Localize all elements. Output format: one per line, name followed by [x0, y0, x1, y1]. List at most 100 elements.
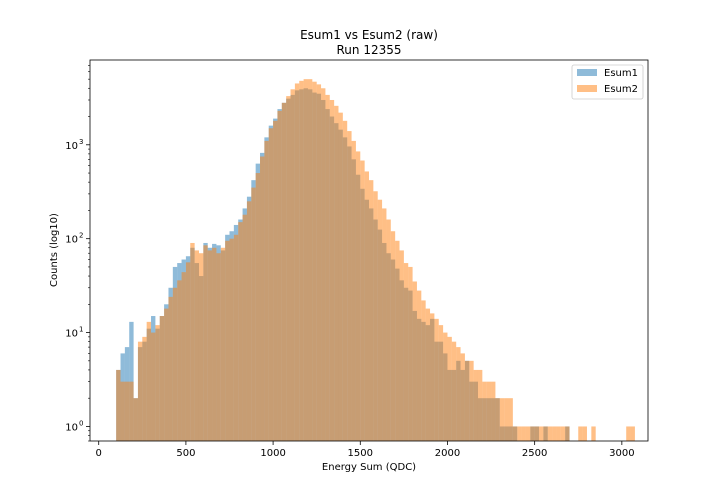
- bar: [185, 262, 191, 441]
- bar: [207, 250, 213, 441]
- bar: [347, 131, 352, 441]
- bar: [329, 99, 335, 442]
- bar: [216, 253, 221, 441]
- bar: [307, 79, 313, 441]
- bar: [172, 287, 178, 441]
- bar: [225, 240, 230, 441]
- bar: [473, 369, 478, 441]
- series-esum2: [116, 79, 635, 442]
- y-axis-label: Counts (log10): [49, 213, 60, 287]
- bar: [325, 94, 330, 441]
- bar: [260, 156, 265, 441]
- bar: [504, 398, 509, 441]
- bar: [299, 80, 304, 441]
- bar: [168, 296, 173, 441]
- bar: [477, 369, 483, 441]
- bar: [469, 360, 474, 441]
- bar: [377, 199, 383, 441]
- bar: [499, 398, 505, 441]
- bar: [312, 81, 317, 441]
- bar: [430, 313, 435, 441]
- plot-frame: [89, 59, 649, 442]
- legend-swatch-esum2: [577, 85, 597, 92]
- x-tick-label: 3000: [609, 448, 634, 459]
- bar: [233, 234, 239, 441]
- y-tick-exponent: 3: [79, 138, 83, 146]
- bar: [294, 83, 300, 442]
- bar: [120, 381, 125, 441]
- bar: [447, 336, 452, 441]
- bar: [408, 266, 413, 441]
- bar: [425, 308, 431, 441]
- bar: [491, 381, 496, 441]
- bar: [486, 381, 492, 441]
- bar: [286, 96, 291, 442]
- bar: [530, 426, 535, 441]
- bar: [390, 231, 396, 441]
- y-tick-exponent: 2: [79, 232, 83, 240]
- bar: [246, 201, 252, 441]
- bar: [342, 120, 348, 441]
- bar: [238, 222, 243, 441]
- bar: [412, 281, 417, 441]
- bar: [198, 253, 204, 441]
- bar: [369, 180, 374, 441]
- bar: [242, 214, 247, 441]
- bar: [508, 398, 513, 441]
- bar: [403, 263, 409, 441]
- bar: [460, 353, 465, 441]
- bar: [438, 325, 444, 441]
- bar: [464, 360, 470, 441]
- bar: [251, 187, 256, 441]
- bar: [382, 208, 387, 441]
- bar: [220, 247, 226, 441]
- x-axis: 0 500 1000 1500 2000 2500 3000: [96, 441, 635, 459]
- bar: [626, 426, 631, 441]
- y-tick-label: 10: [65, 329, 78, 340]
- y-tick-exponent: 1: [79, 326, 83, 334]
- bar: [373, 191, 378, 441]
- x-tick-label: 2000: [435, 448, 460, 459]
- bars-layer: [116, 79, 635, 442]
- bar: [539, 426, 544, 441]
- bar: [560, 426, 566, 441]
- x-tick-label: 2500: [522, 448, 547, 459]
- bar: [556, 426, 561, 441]
- bar: [517, 426, 522, 441]
- bar: [142, 336, 147, 441]
- bar: [177, 280, 182, 441]
- x-tick-label: 1000: [260, 448, 285, 459]
- bar: [456, 347, 461, 441]
- bar: [451, 341, 457, 441]
- bar: [212, 247, 217, 441]
- bar: [495, 398, 500, 441]
- bar: [273, 120, 278, 441]
- bar: [181, 272, 186, 441]
- bar: [534, 426, 540, 441]
- bar: [395, 240, 400, 441]
- bar: [482, 381, 487, 441]
- bar: [338, 112, 343, 441]
- bar: [416, 290, 422, 441]
- bar: [116, 369, 121, 441]
- bar: [525, 426, 531, 441]
- bar: [124, 381, 130, 441]
- bar: [565, 426, 570, 441]
- bar: [264, 140, 269, 441]
- bar: [133, 398, 138, 441]
- bar: [277, 110, 282, 441]
- bar: [190, 242, 195, 441]
- x-tick-label: 1500: [348, 448, 373, 459]
- bar: [360, 160, 365, 441]
- legend: Esum1 Esum2: [571, 64, 644, 100]
- bar: [155, 325, 160, 441]
- bar: [543, 426, 548, 441]
- bar: [303, 79, 308, 441]
- bar: [364, 171, 369, 441]
- bar: [547, 426, 553, 441]
- bar: [137, 341, 143, 441]
- bar: [316, 84, 322, 441]
- y-tick-label: 10: [65, 422, 78, 433]
- y-tick-label: 10: [65, 141, 78, 152]
